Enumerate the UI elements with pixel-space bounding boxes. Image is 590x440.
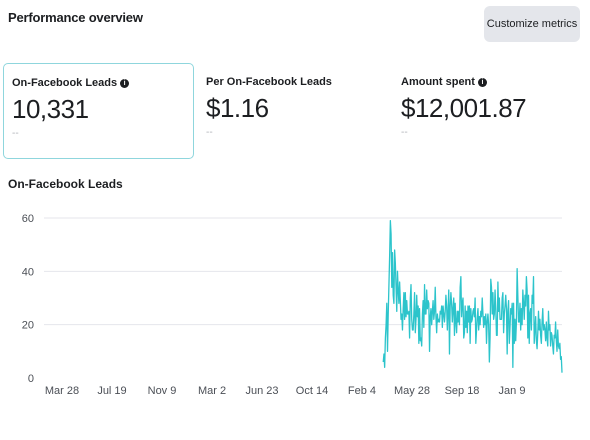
customize-metrics-button[interactable]: Customize metrics (484, 6, 580, 42)
series-line-on-facebook-leads[interactable] (382, 220, 563, 373)
x-tick-label: Jun 23 (245, 385, 278, 397)
metric-value: $12,001.87 (401, 93, 527, 123)
metric-label: Amount spent (401, 76, 475, 88)
metric-card-amount-spent[interactable]: Amount spent i $12,001.87 -- (393, 63, 573, 159)
x-tick-label: Sep 18 (445, 385, 480, 397)
metric-card-on-facebook-leads[interactable]: On-Facebook Leads i 10,331 -- (3, 63, 194, 159)
x-tick-label: Mar 28 (45, 385, 79, 397)
page-title: Performance overview (8, 10, 143, 25)
series-layer (382, 220, 563, 373)
metric-value: $1.16 (206, 93, 269, 123)
y-axis-ticks: 0 20 40 60 (22, 213, 34, 385)
metric-delta: -- (401, 127, 408, 138)
x-tick-label: Feb 4 (348, 385, 376, 397)
metric-label-row: Per On-Facebook Leads (206, 75, 378, 89)
metric-delta: -- (206, 127, 213, 138)
metric-value: 10,331 (12, 94, 89, 124)
y-tick-label: 60 (22, 213, 34, 225)
x-tick-label: Nov 9 (148, 385, 177, 397)
chart-grid (44, 217, 562, 326)
leads-line-chart[interactable]: 0 20 40 60 Mar 28 Jul 19 Nov 9 Mar 2 Jun 23 Oct … (0, 200, 590, 410)
metric-card-per-on-facebook-leads[interactable]: Per On-Facebook Leads $1.16 -- (198, 63, 378, 159)
metric-label: On-Facebook Leads (12, 77, 118, 89)
x-tick-label: Jan 9 (499, 385, 526, 397)
info-icon[interactable]: i (120, 78, 130, 88)
x-axis-ticks: Mar 28 Jul 19 Nov 9 Mar 2 Jun 23 Oct 14 Feb 4 M… (45, 385, 526, 397)
x-tick-label: Mar 2 (198, 385, 226, 397)
y-tick-label: 0 (28, 373, 34, 385)
x-tick-label: Jul 19 (97, 385, 126, 397)
chart-title: On-Facebook Leads (8, 177, 123, 191)
metric-label-row: On-Facebook Leads i (12, 76, 193, 90)
metric-delta: -- (12, 128, 19, 139)
x-tick-label: May 28 (394, 385, 430, 397)
metric-label-row: Amount spent i (401, 75, 573, 89)
metric-label: Per On-Facebook Leads (206, 76, 332, 88)
y-tick-label: 40 (22, 266, 34, 278)
info-icon[interactable]: i (477, 77, 487, 87)
x-tick-label: Oct 14 (296, 385, 328, 397)
y-tick-label: 20 (22, 320, 34, 332)
